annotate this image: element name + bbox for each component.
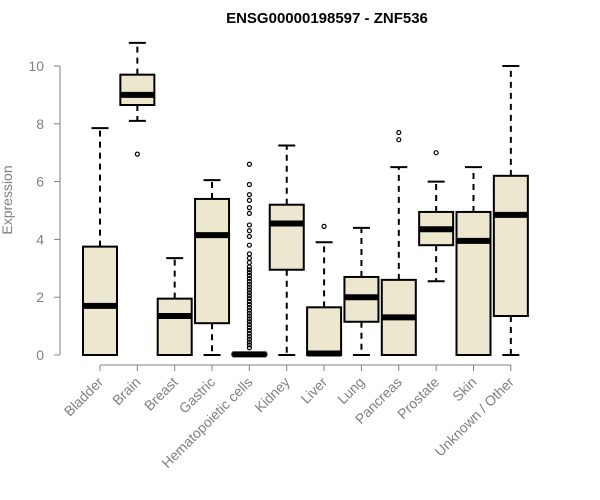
outlier-point (396, 137, 402, 143)
outlier-point (246, 324, 252, 331)
outlier-point (246, 322, 252, 328)
box-skin (455, 166, 492, 356)
x-tick-label: Brain (109, 374, 143, 408)
outlier-point (246, 298, 252, 305)
x-tick-label: Bladder (61, 374, 107, 420)
outlier-point (246, 333, 252, 339)
outlier-point (246, 255, 252, 261)
outlier-point (246, 301, 252, 308)
iqr-box (156, 297, 193, 356)
box-unknown-other (492, 65, 529, 356)
iqr-box (268, 203, 305, 271)
box-brain (119, 41, 156, 157)
outlier-point (246, 319, 252, 325)
y-axis: 0 2 4 6 8 10 (28, 58, 61, 363)
iqr-box (306, 306, 343, 357)
outlier-point (246, 210, 252, 216)
outlier-point (246, 278, 252, 284)
outlier-point (246, 205, 252, 211)
box-liver (306, 223, 343, 357)
box-prostate (418, 150, 455, 283)
outlier-point (134, 151, 140, 157)
outlier-point (246, 284, 252, 290)
outlier-point (246, 181, 252, 188)
outlier-point (246, 161, 252, 167)
y-tick-label: 2 (36, 289, 44, 305)
outlier-point (246, 304, 252, 310)
outlier-point (246, 272, 252, 279)
iqr-box (455, 210, 492, 356)
box-breast (156, 257, 193, 356)
y-axis-label: Expression (0, 165, 15, 234)
outlier-point (246, 242, 252, 248)
box-kidney (268, 144, 305, 356)
outlier-point (246, 287, 252, 293)
outlier-point (246, 345, 252, 351)
x-tick-label: Prostate (394, 374, 442, 422)
outlier-point (321, 223, 327, 229)
iqr-box (194, 197, 231, 325)
boxes-group (82, 41, 529, 358)
outlier-point (246, 267, 252, 273)
box-bladder (82, 127, 118, 356)
iqr-box (492, 174, 529, 317)
outlier-point (246, 275, 252, 282)
box-hematopoietic-cells (231, 161, 268, 358)
outlier-point (433, 150, 439, 156)
x-tick-label: Lung (334, 374, 367, 407)
outlier-point (396, 129, 402, 136)
outlier-point (246, 327, 252, 334)
outlier-point (246, 342, 252, 348)
outlier-point (246, 197, 252, 203)
y-tick-label: 8 (36, 116, 44, 132)
outlier-point (246, 313, 252, 319)
outlier-point (246, 316, 252, 322)
outlier-point (246, 251, 252, 257)
x-tick-label: Liver (297, 374, 330, 407)
y-tick-label: 0 (36, 347, 44, 363)
box-lung (343, 226, 380, 356)
outlier-point (246, 330, 252, 336)
outlier-point (246, 296, 252, 302)
iqr-box (119, 73, 156, 107)
outlier-point (246, 281, 252, 287)
x-tick-label: Breast (141, 374, 181, 414)
box-pancreas (380, 129, 417, 356)
y-tick-label: 4 (36, 231, 44, 247)
y-tick-label: 10 (28, 58, 44, 74)
outlier-point (246, 270, 252, 276)
outlier-point (246, 259, 252, 266)
outlier-point (246, 228, 252, 234)
outlier-point (246, 336, 252, 342)
box-gastric (194, 179, 231, 356)
outlier-point (246, 293, 252, 299)
outlier-point (246, 310, 252, 316)
outlier-point (246, 307, 252, 313)
chart-title: ENSG00000198597 - ZNF536 (226, 10, 428, 27)
outlier-point (246, 290, 252, 296)
iqr-box (82, 245, 118, 356)
outlier-point (246, 192, 252, 198)
x-tick-label: Kidney (251, 374, 293, 416)
x-tick-label: Skin (449, 374, 480, 405)
outlier-point (246, 339, 252, 345)
y-tick-label: 6 (36, 174, 44, 190)
outlier-point (246, 233, 252, 240)
outlier-point (246, 222, 252, 228)
